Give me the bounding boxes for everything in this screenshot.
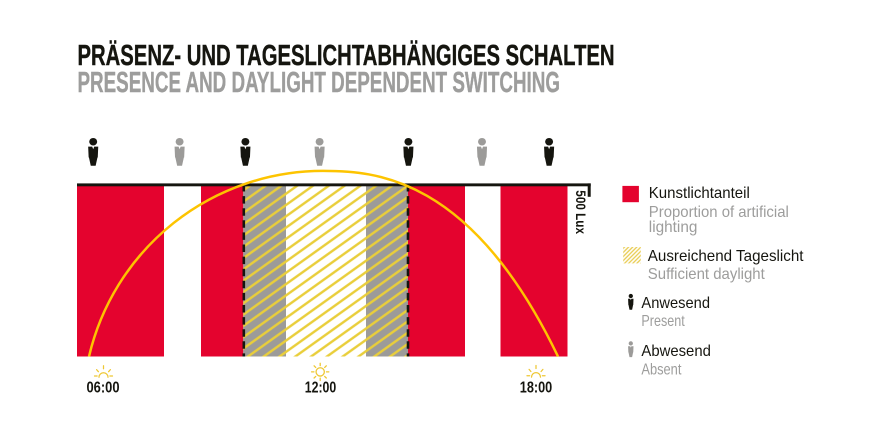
svg-text:PRÄSENZ- UND TAGESLICHTABHÄNGI: PRÄSENZ- UND TAGESLICHTABHÄNGIGES SCHALT… — [78, 40, 615, 72]
svg-text:Abwesend: Abwesend — [641, 343, 711, 360]
svg-text:Sufficient daylight: Sufficient daylight — [648, 266, 766, 283]
svg-text:Present: Present — [641, 313, 685, 330]
svg-text:Anwesend: Anwesend — [641, 295, 710, 312]
svg-text:18:00: 18:00 — [520, 380, 553, 397]
svg-text:12:00: 12:00 — [305, 380, 337, 397]
svg-text:Ausreichend Tageslicht: Ausreichend Tageslicht — [648, 248, 804, 265]
svg-text:Proportion of artificial: Proportion of artificial — [649, 204, 789, 221]
svg-text:06:00: 06:00 — [87, 380, 120, 397]
svg-text:500 Lux: 500 Lux — [573, 190, 589, 234]
svg-text:Kunstlichtanteil: Kunstlichtanteil — [649, 185, 750, 202]
svg-text:Absent: Absent — [641, 362, 681, 379]
svg-text:PRESENCE AND DAYLIGHT DEPENDEN: PRESENCE AND DAYLIGHT DEPENDENT SWITCHIN… — [78, 67, 561, 99]
svg-text:lighting: lighting — [649, 219, 698, 236]
